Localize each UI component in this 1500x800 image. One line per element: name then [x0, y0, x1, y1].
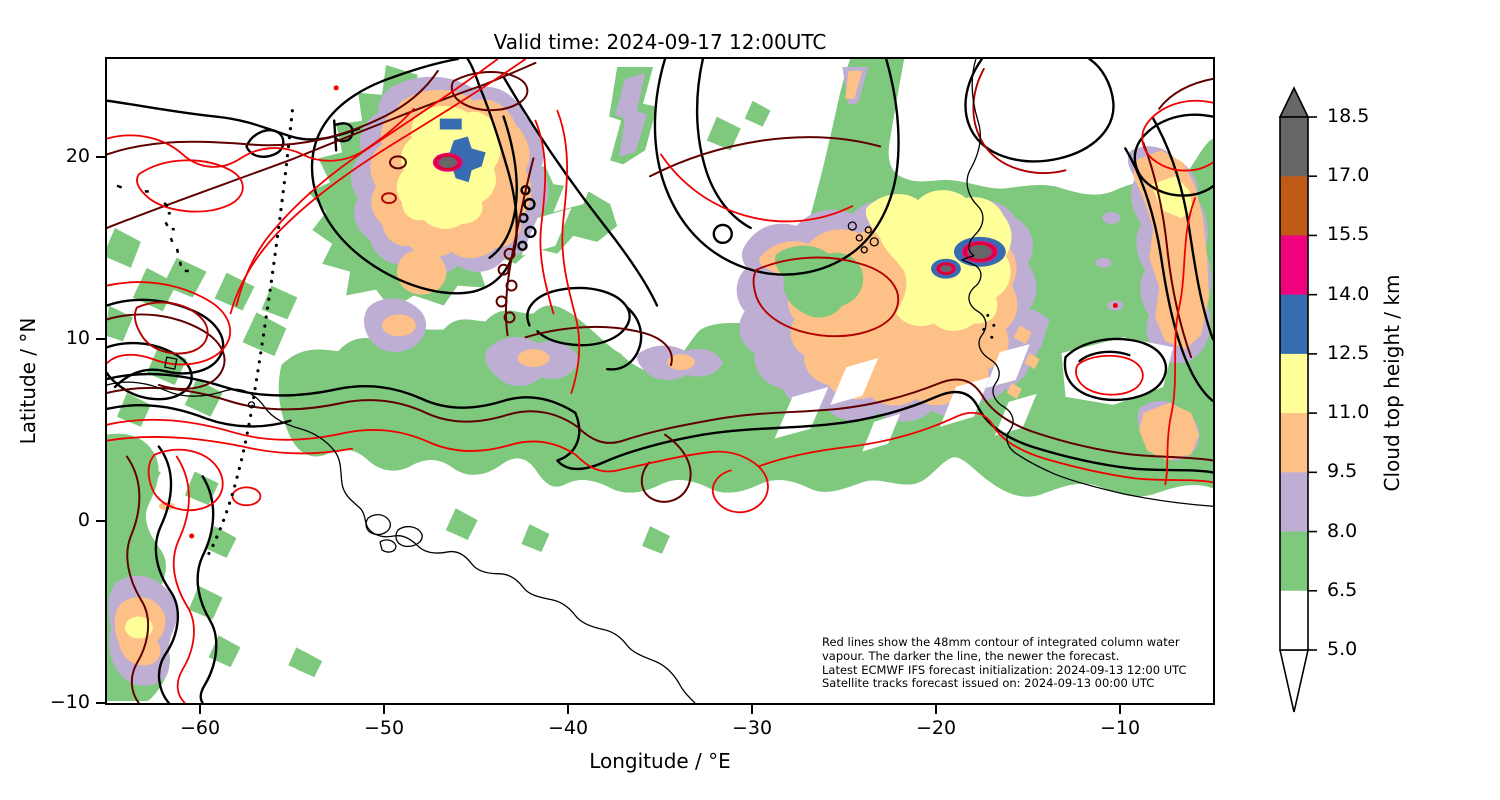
colorbar-segment: [1280, 235, 1308, 295]
x-tick-mark: [567, 705, 569, 714]
colorbar-tick-label: 18.5: [1327, 105, 1391, 127]
x-tick-mark: [935, 705, 937, 714]
colorbar-segment: [1280, 354, 1308, 414]
colorbar-segment: [1280, 117, 1308, 177]
colorbar-segment: [1280, 472, 1308, 532]
x-tick-label: −10: [1085, 717, 1155, 739]
annotation-line-2: vapour. The darker the line, the newer t…: [822, 650, 1242, 664]
x-axis-label: Longitude / °E: [105, 749, 1215, 773]
x-tick-mark: [199, 705, 201, 714]
plot-title: Valid time: 2024-09-17 12:00UTC: [105, 30, 1215, 54]
y-tick-label: −10: [36, 691, 90, 713]
x-tick-mark: [751, 705, 753, 714]
forecast-annotation: Red lines show the 48mm contour of integ…: [822, 636, 1242, 691]
colorbar-over-arrow: [1280, 88, 1308, 117]
cloud-top-height-map: [107, 59, 1213, 703]
colorbar-segment: [1280, 176, 1308, 236]
colorbar-segment: [1280, 591, 1308, 651]
y-tick-label: 10: [36, 327, 90, 349]
x-tick-label: −20: [901, 717, 971, 739]
colorbar-segment: [1280, 295, 1308, 355]
annotation-line-3: Latest ECMWF IFS forecast initialization…: [822, 664, 1242, 678]
colorbar-segment: [1280, 413, 1308, 473]
x-tick-label: −30: [717, 717, 787, 739]
x-tick-label: −50: [349, 717, 419, 739]
y-tick-label: 20: [36, 145, 90, 167]
annotation-line-1: Red lines show the 48mm contour of integ…: [822, 636, 1242, 650]
x-tick-label: −60: [165, 717, 235, 739]
x-tick-mark: [1119, 705, 1121, 714]
map-plot-area: [105, 57, 1215, 705]
colorbar-segment: [1280, 532, 1308, 592]
y-tick-mark: [96, 156, 105, 158]
x-tick-label: −40: [533, 717, 603, 739]
colorbar-axis-label: Cloud top height / km: [1378, 183, 1406, 583]
colorbar-under-arrow: [1280, 650, 1308, 712]
y-axis-label: Latitude / °N: [14, 181, 42, 581]
annotation-line-4: Satellite tracks forecast issued on: 202…: [822, 677, 1242, 691]
figure: { "title": "Valid time: 2024-09-17 12:00…: [0, 0, 1500, 800]
y-tick-mark: [96, 338, 105, 340]
y-tick-mark: [96, 520, 105, 522]
x-tick-mark: [383, 705, 385, 714]
y-tick-mark: [96, 702, 105, 704]
y-tick-label: 0: [36, 509, 90, 531]
colorbar-tick-label: 5.0: [1327, 638, 1391, 660]
